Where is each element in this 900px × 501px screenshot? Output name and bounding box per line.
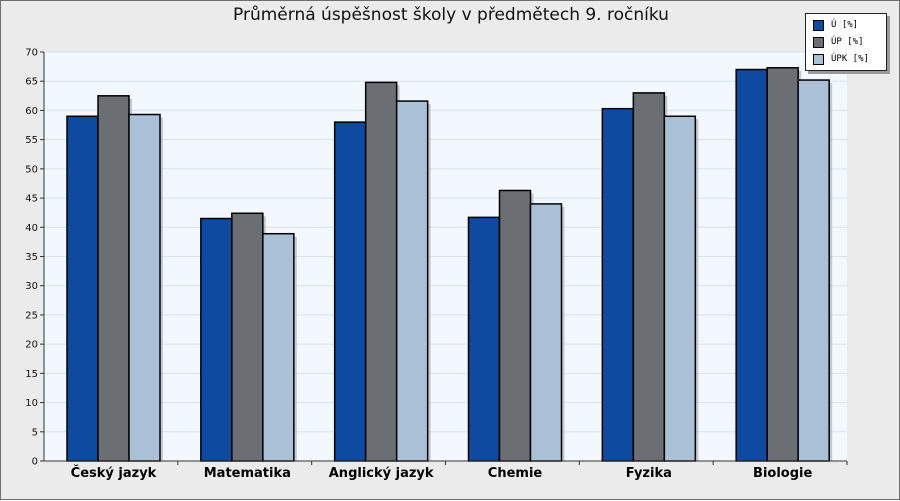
legend-label-u: Ú [%]	[831, 20, 859, 30]
bar	[97, 95, 130, 462]
y-tick-label: 55	[25, 135, 38, 146]
y-tick-label: 5	[32, 427, 38, 438]
legend-label-upk: ÚPK [%]	[831, 54, 869, 64]
x-tick-label: Matematika	[204, 466, 291, 481]
y-tick-label: 25	[25, 310, 38, 321]
legend-item-upk: ÚPK [%]	[813, 53, 869, 65]
legend-swatch-up	[813, 36, 824, 48]
y-tick-label: 15	[25, 369, 38, 380]
x-tick-label: Český jazyk	[71, 465, 157, 481]
legend-swatch-upk	[813, 53, 824, 65]
bar	[364, 81, 398, 462]
bar	[467, 216, 501, 462]
y-tick-label: 65	[25, 77, 38, 88]
bar	[231, 212, 264, 462]
y-tick-label: 60	[25, 106, 38, 117]
bar	[262, 232, 295, 462]
bar	[498, 189, 532, 462]
y-tick-label: 0	[32, 457, 38, 468]
y-tick-label: 30	[25, 281, 38, 292]
x-tick-label: Biologie	[753, 466, 812, 481]
bar	[663, 115, 697, 462]
y-tick-label: 40	[25, 223, 38, 234]
bar	[128, 113, 161, 462]
bar	[797, 79, 830, 462]
bar	[395, 100, 429, 462]
bar	[735, 68, 768, 462]
legend-label-up: ÚP [%]	[831, 37, 864, 47]
chart-legend: Ú [%] ÚP [%] ÚPK [%]	[805, 13, 887, 71]
legend-swatch-u	[813, 19, 824, 31]
bar	[333, 121, 367, 462]
legend-item-up: ÚP [%]	[813, 36, 864, 48]
bar	[632, 92, 666, 462]
y-tick-label: 20	[25, 340, 38, 351]
bar	[766, 67, 799, 462]
y-tick-label: 10	[25, 398, 38, 409]
bar	[601, 107, 635, 462]
y-tick-label: 45	[25, 194, 38, 205]
y-tick-label: 35	[25, 252, 38, 263]
y-tick-label: 70	[25, 48, 38, 59]
x-tick-label: Chemie	[488, 466, 543, 481]
bar	[66, 115, 99, 462]
bar	[529, 203, 563, 462]
chart-title: Průměrná úspěšnost školy v předmětech 9.…	[233, 5, 669, 25]
x-tick-label: Anglický jazyk	[329, 466, 434, 481]
y-tick-label: 50	[25, 164, 38, 175]
legend-item-u: Ú [%]	[813, 19, 858, 31]
x-tick-label: Fyzika	[626, 466, 672, 481]
bar	[200, 217, 233, 462]
